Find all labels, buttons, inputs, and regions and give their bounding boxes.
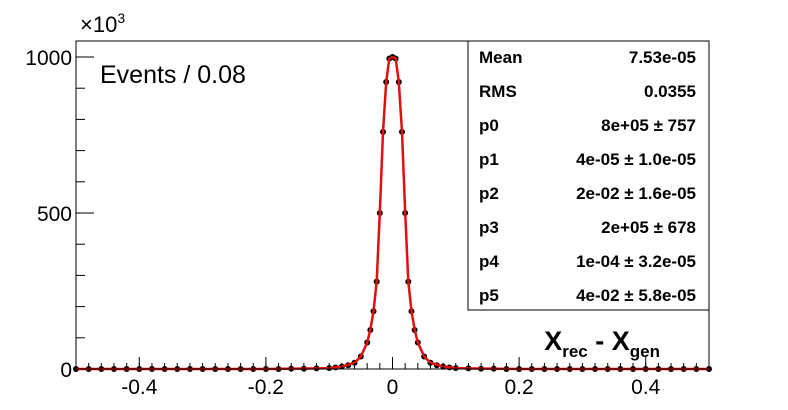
stat-name: p0	[479, 116, 499, 135]
stat-value: 2e-02 ± 1.6e-05	[576, 184, 696, 203]
y-tick-label: 1000	[25, 47, 72, 70]
y-multiplier-exponent: 3	[117, 10, 125, 26]
stat-name: p3	[479, 218, 499, 237]
y-tick-label: 0	[60, 359, 72, 382]
stat-name: Mean	[479, 48, 522, 67]
fit-layer	[76, 55, 709, 371]
stat-name: p4	[479, 252, 499, 271]
y-tick-label: 500	[37, 203, 72, 226]
y-multiplier: ×103	[80, 10, 125, 37]
x-label-var2: X	[612, 326, 630, 356]
stat-value: 4e-05 ± 1.0e-05	[576, 150, 696, 169]
x-label-sep: -	[588, 326, 612, 356]
stats-box: Mean 7.53e-05 RMS 0.0355 p0 8e+05 ± 757 p1 4e-0…	[467, 40, 710, 311]
x-tick-label: 0.2	[504, 376, 533, 399]
stat-value: 8e+05 ± 757	[601, 116, 696, 135]
axes: -0.4 -0.2 0 0.2 0.4 0 500 1000	[25, 47, 710, 399]
stat-value: 0.0355	[644, 82, 696, 101]
x-axis-label: Xrec - Xgen	[544, 326, 660, 361]
stat-name: p2	[479, 184, 499, 203]
events-annotation: Events / 0.08	[100, 61, 246, 89]
stat-value: 2e+05 ± 678	[601, 218, 696, 237]
x-tick-label: -0.2	[248, 376, 284, 399]
x-label-var1: X	[544, 326, 562, 356]
x-label-sub1: rec	[562, 342, 588, 361]
y-multiplier-base: ×10	[80, 12, 117, 37]
stats-box-frame	[467, 40, 710, 311]
x-label-sub2: gen	[630, 342, 660, 361]
stat-name: p1	[479, 150, 499, 169]
stat-name: p5	[479, 286, 499, 305]
fit-curve	[76, 55, 709, 371]
stat-value: 7.53e-05	[629, 48, 696, 67]
stat-name: RMS	[479, 82, 517, 101]
stat-value: 1e-04 ± 3.2e-05	[576, 252, 696, 271]
x-tick-label: 0	[387, 376, 399, 399]
x-tick-label: 0.4	[631, 376, 661, 399]
stat-value: 4e-02 ± 5.8e-05	[576, 286, 696, 305]
x-tick-label: -0.4	[121, 376, 158, 399]
